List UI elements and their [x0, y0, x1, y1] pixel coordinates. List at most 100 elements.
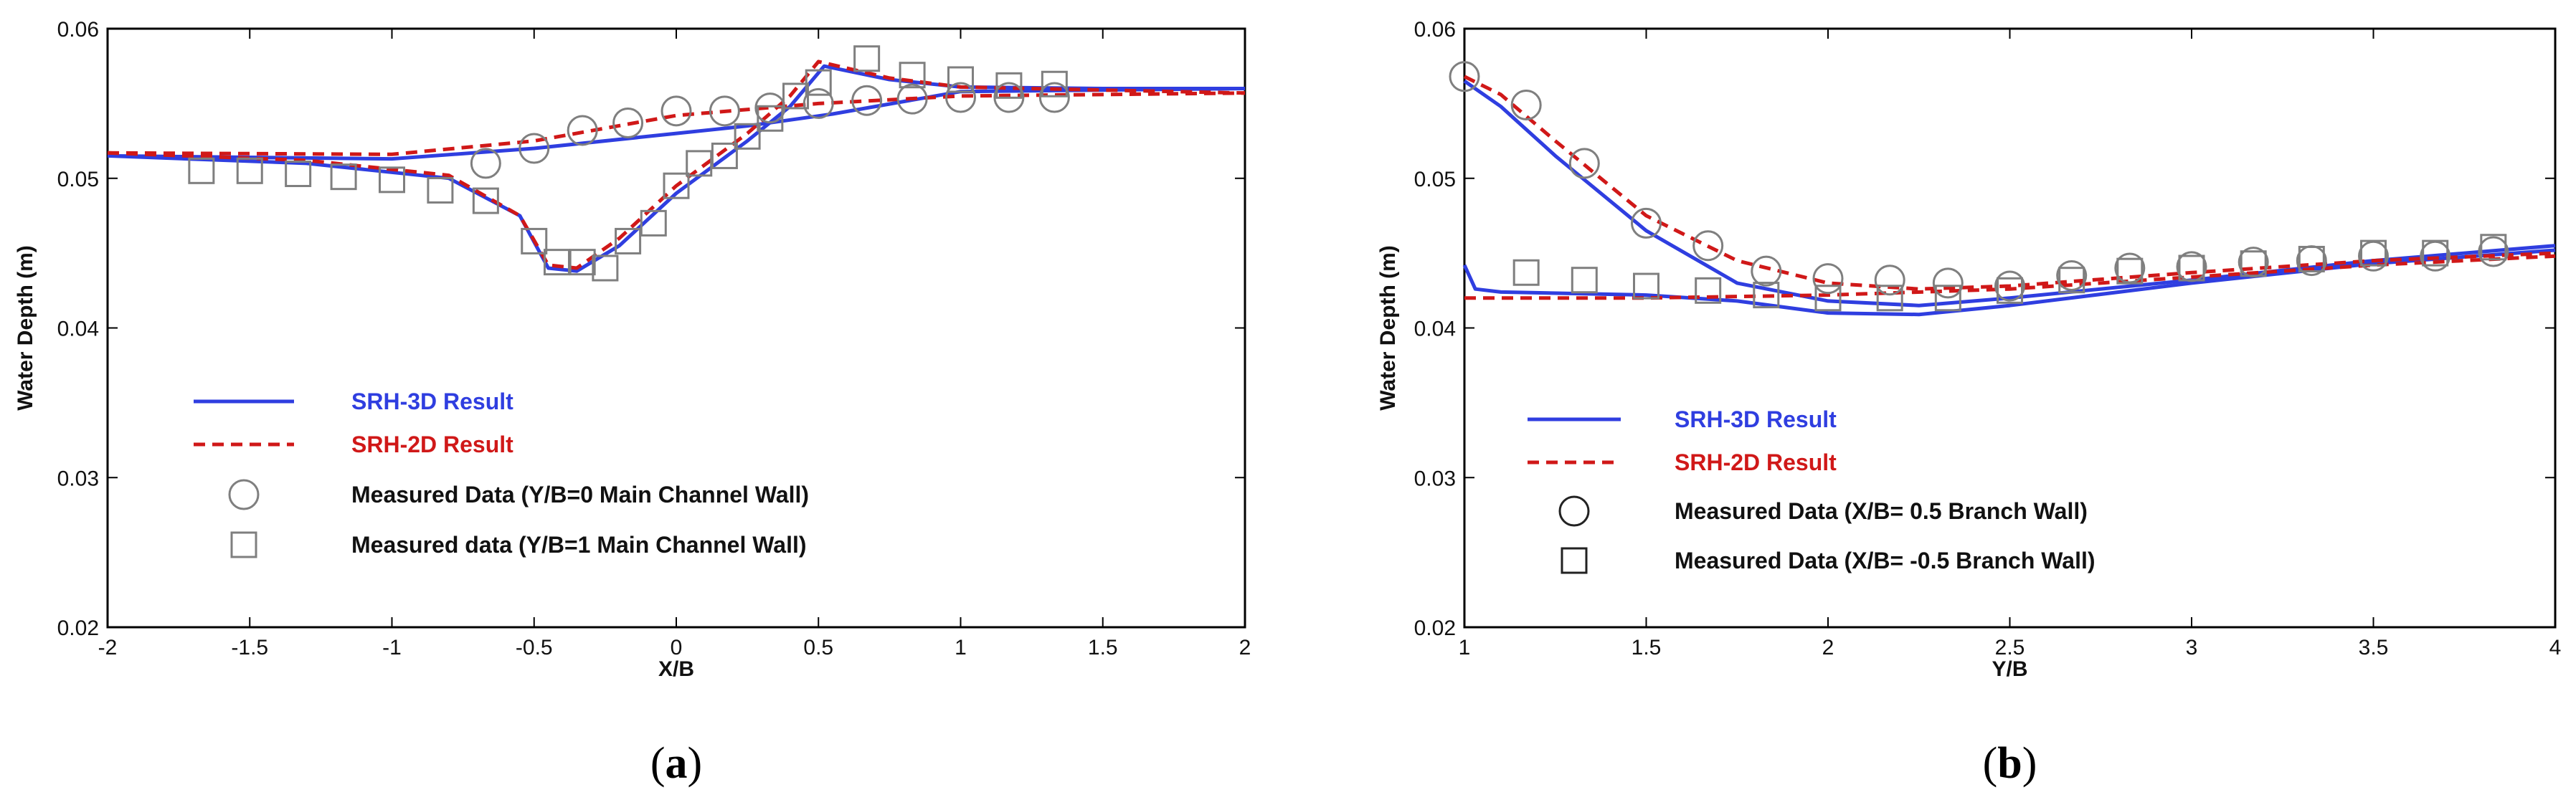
data-point-square [2480, 234, 2507, 261]
y-axis-label: Water Depth (m) [14, 245, 37, 411]
x-tick-label: -1.5 [231, 636, 268, 659]
y-axis-label: Water Depth (m) [1376, 245, 1400, 411]
data-point-circle [1631, 207, 1662, 239]
data-point-square [757, 105, 784, 132]
data-point-square [734, 123, 761, 150]
legend-label-srh2d: SRH-2D Result [351, 432, 513, 457]
plot-frame [1463, 27, 2557, 629]
data-point-square [995, 72, 1023, 99]
data-point-square [1633, 272, 1659, 300]
data-point-square [663, 172, 690, 199]
x-tick-label: -0.5 [516, 636, 553, 659]
data-point-square [686, 150, 713, 177]
data-point-circle [1932, 267, 1964, 299]
data-point-circle [567, 115, 598, 146]
y-tick-label: 0.03 [57, 467, 99, 490]
y-tick-label: 0.05 [57, 168, 99, 191]
data-point-square [379, 166, 405, 194]
x-tick-label: 2.5 [1995, 636, 2025, 659]
data-point-square [1695, 277, 1722, 304]
data-point-circle [1994, 270, 2025, 302]
data-point-square [2422, 239, 2449, 267]
data-point-square [1512, 259, 1540, 286]
y-tick-label: 0.06 [1414, 18, 1456, 42]
data-point-circle [2056, 259, 2088, 291]
legend-label-measured-2: Measured Data (X/B= -0.5 Branch Wall) [1675, 548, 2096, 573]
series-line-srh2d [1464, 254, 2556, 300]
data-point-circle [896, 83, 928, 115]
x-tick-label: 2 [1822, 636, 1834, 659]
series-line-srh2d [107, 59, 1246, 270]
data-point-square [1934, 285, 1961, 312]
x-tick-label: 0 [671, 636, 683, 659]
y-tick-label: 0.03 [1414, 467, 1456, 490]
data-point-square [285, 160, 312, 187]
series-line-srh3d [107, 87, 1246, 161]
data-point-square [427, 176, 454, 204]
data-point-square [1753, 282, 1780, 309]
legend-label-srh3d: SRH-3D Result [351, 389, 513, 414]
panel-caption: (b) [1983, 739, 2037, 788]
x-tick-label: 1.5 [1088, 636, 1118, 659]
data-point-square [1041, 70, 1068, 97]
data-point-circle [1449, 61, 1480, 92]
data-point-square [592, 254, 619, 282]
chart-panel-b: 1 1.5 2 2.5 3 3.5 4 0.02 0.03 0.04 0.05 0.06 Y/B Wate… [1376, 18, 2561, 788]
data-point-square [188, 157, 215, 184]
data-point-circle [612, 108, 644, 139]
legend-label-measured-1: Measured Data (Y/B=0 Main Channel Wall) [351, 482, 809, 508]
data-point-square [2116, 257, 2144, 285]
data-point-square [2058, 267, 2085, 294]
data-point-square [711, 142, 738, 169]
series-line-srh2d [107, 91, 1246, 156]
data-point-square [472, 187, 499, 214]
data-point-circle [993, 82, 1025, 113]
legend-label-measured-1: Measured Data (X/B= 0.5 Branch Wall) [1675, 498, 2088, 524]
data-point-square [330, 163, 357, 191]
data-point-circle [470, 148, 501, 179]
chart-panel-a: -2 -1.5 -1 -0.5 0 0.5 1 1.5 2 0.02 0.03 0.04 0.05 0.0… [14, 18, 1251, 788]
x-tick-label: 1 [955, 636, 967, 659]
data-point-circle [518, 133, 550, 164]
x-tick-label: 1 [1459, 636, 1471, 659]
y-tick-label: 0.04 [1414, 318, 1456, 341]
series-line-srh2d [1463, 75, 2556, 291]
y-tick-label: 0.04 [57, 318, 99, 341]
data-point-circle [1510, 89, 1542, 120]
y-tick-label: 0.05 [1414, 168, 1456, 191]
data-point-square [1876, 285, 1903, 312]
data-point-square [640, 209, 667, 237]
data-point-square [236, 157, 263, 184]
data-point-square [2298, 245, 2325, 272]
data-point-square [2240, 250, 2267, 277]
x-tick-label: 4 [2549, 636, 2562, 659]
data-point-square [1997, 277, 2023, 304]
x-axis-label: X/B [658, 657, 694, 681]
data-point-square [521, 227, 548, 254]
legend-symbol-circle [228, 479, 260, 510]
legend-symbol-square [230, 531, 257, 558]
data-point-square [615, 227, 642, 254]
data-point-circle [660, 95, 692, 127]
data-point-square [2178, 254, 2205, 282]
x-tick-label: 0.5 [803, 636, 833, 659]
data-point-square [805, 69, 832, 96]
data-point-square [1571, 267, 1598, 294]
x-tick-label: 3 [2186, 636, 2198, 659]
data-point-circle [1692, 230, 1724, 262]
legend-label-measured-2: Measured data (Y/B=1 Main Channel Wall) [351, 532, 807, 558]
x-tick-label: 1.5 [1632, 636, 1662, 659]
y-tick-label: 0.02 [57, 616, 99, 640]
panel-caption: (a) [650, 739, 702, 788]
data-point-square [543, 249, 570, 276]
x-tick-label: -1 [382, 636, 402, 659]
y-tick-label: 0.06 [57, 18, 99, 42]
legend-label-srh2d: SRH-2D Result [1675, 449, 1837, 475]
data-point-circle [1812, 263, 1844, 295]
legend-label-srh3d: SRH-3D Result [1675, 406, 1837, 432]
data-point-square [782, 82, 810, 110]
data-point-square [1814, 285, 1842, 312]
data-point-circle [1751, 255, 1782, 287]
data-point-circle [945, 82, 976, 113]
